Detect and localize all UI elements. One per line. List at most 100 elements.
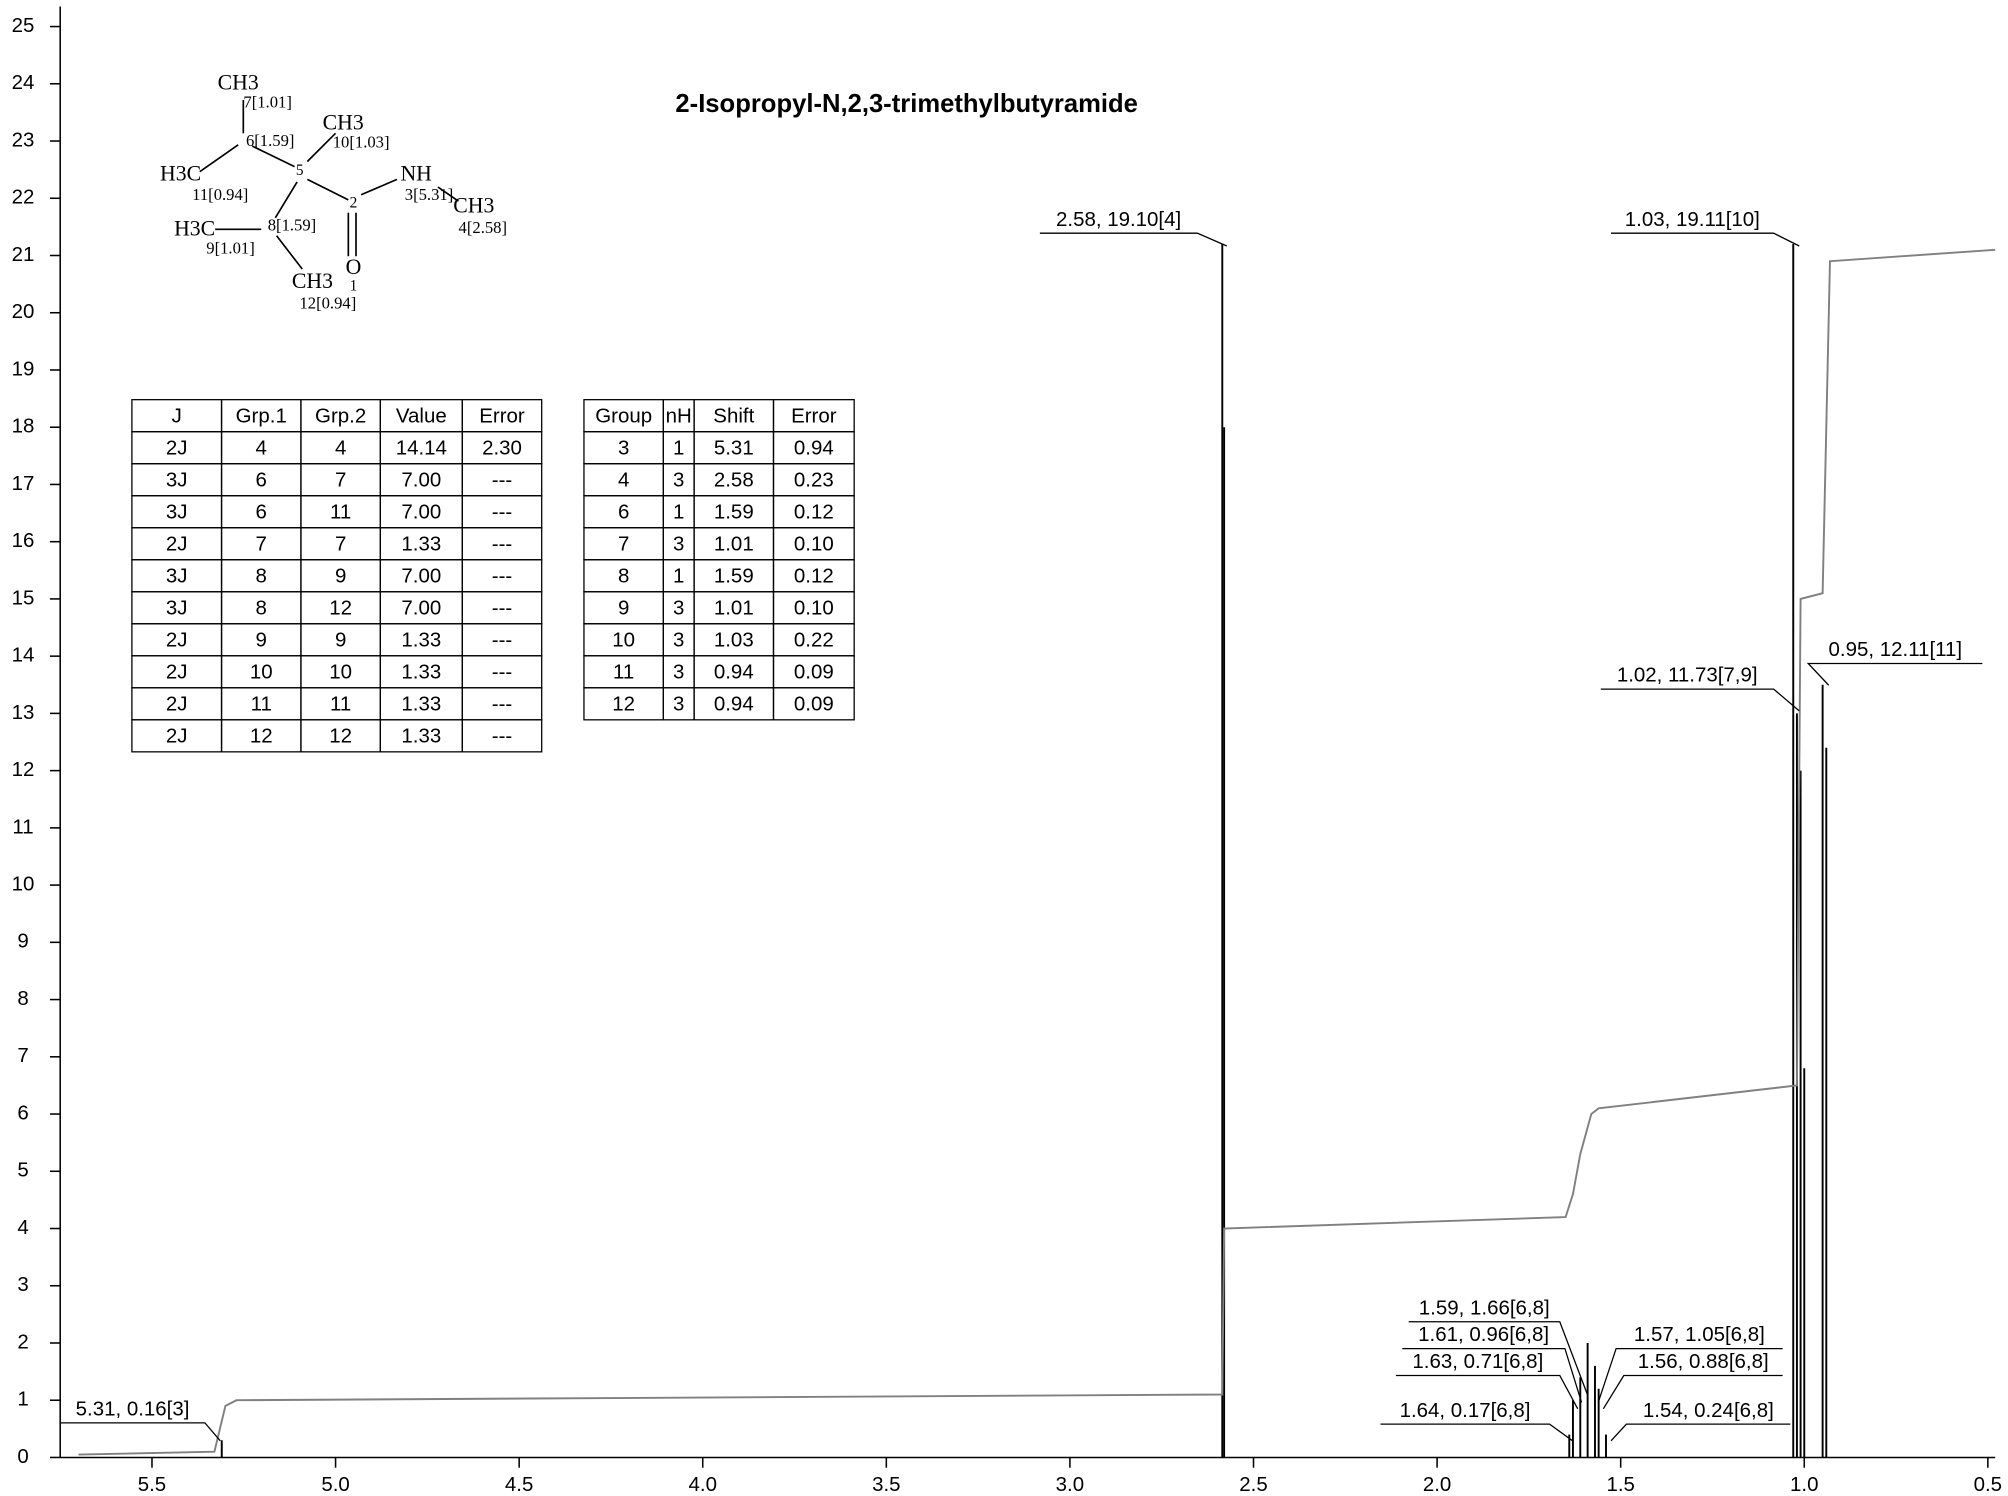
annotation-leader xyxy=(60,1422,221,1442)
table-cell-text: 12 xyxy=(329,725,352,748)
y-tick-label: 1 xyxy=(17,1388,28,1411)
table-cell-text: 12 xyxy=(250,725,273,748)
table-cell-text: 4 xyxy=(618,468,629,491)
table-cell-text: 9 xyxy=(335,564,346,587)
annotation: 5.31, 0.16[3] xyxy=(76,1397,190,1420)
table-cell-text: 2J xyxy=(166,660,188,683)
table-cell-text: 1 xyxy=(673,564,684,587)
table-cell-text: --- xyxy=(492,628,512,651)
annotation: 1.64, 0.17[6,8] xyxy=(1400,1399,1531,1422)
table-cell-text: 8 xyxy=(618,564,629,587)
table-cell-text: 10 xyxy=(612,628,635,651)
annotation-leader xyxy=(1600,688,1800,712)
y-tick-label: 7 xyxy=(17,1044,28,1067)
annotation-leader xyxy=(1402,1347,1583,1403)
annotation-leader xyxy=(1395,1374,1579,1410)
structure-bonds xyxy=(199,100,459,270)
table-cell-text: 7 xyxy=(256,532,267,555)
table-cell-text: 7.00 xyxy=(401,564,441,587)
table-cell-text: 3 xyxy=(673,693,684,716)
table-cell-text: 1.33 xyxy=(401,660,441,683)
table-header: Grp.1 xyxy=(236,404,287,427)
table-header: Group xyxy=(595,404,652,427)
annotation: 1.54, 0.24[6,8] xyxy=(1643,1399,1774,1422)
table-cell-text: 1.03 xyxy=(714,628,754,651)
table-cell-text: 9 xyxy=(618,596,629,619)
table-cell-text: 0.10 xyxy=(794,596,834,619)
table-cell-text: 0.94 xyxy=(714,660,754,683)
table-cell-text: 8 xyxy=(256,564,267,587)
y-tick-label: 20 xyxy=(12,300,35,323)
table-cell-text: 6 xyxy=(256,500,267,523)
y-tick-label: 6 xyxy=(17,1101,28,1124)
table-cell-text: 3 xyxy=(673,596,684,619)
x-tick-label: 3.0 xyxy=(1056,1473,1084,1496)
table-cell-text: 3 xyxy=(673,468,684,491)
y-tick-label: 22 xyxy=(12,186,35,209)
annotation: 1.61, 0.96[6,8] xyxy=(1418,1323,1549,1346)
atom-label: 8[1.59] xyxy=(268,216,316,235)
table-cell-text: 1.01 xyxy=(714,596,754,619)
table-cell-text: 3J xyxy=(166,564,188,587)
table-cell-text: 3J xyxy=(166,500,188,523)
x-tick-label: 5.0 xyxy=(321,1473,349,1496)
annotation-leader xyxy=(1408,1321,1589,1397)
atom-label: H3C xyxy=(174,217,215,241)
table-cell-text: 3J xyxy=(166,468,188,491)
table-cell-text: --- xyxy=(492,564,512,587)
annotation: 1.59, 1.66[6,8] xyxy=(1419,1296,1550,1319)
table-cell-text: 1 xyxy=(673,500,684,523)
table-cell-text: 1.33 xyxy=(401,532,441,555)
x-tick-label: 5.5 xyxy=(138,1473,166,1496)
table-cell-text: --- xyxy=(492,532,512,555)
table-cell-text: 0.09 xyxy=(794,693,834,716)
annotation-leader xyxy=(1597,1347,1783,1403)
atom-label: 10[1.03] xyxy=(333,132,390,151)
table-cell-text: 3 xyxy=(618,436,629,459)
table-cell-text: 7 xyxy=(618,532,629,555)
annotation: 2.58, 19.10[4] xyxy=(1056,208,1181,231)
table-cell-text: 0.09 xyxy=(794,660,834,683)
table-cell-text: 7.00 xyxy=(401,468,441,491)
table-cell-text: 5.31 xyxy=(714,436,754,459)
table-cell-text: --- xyxy=(492,468,512,491)
table-cell-text: 2J xyxy=(166,693,188,716)
x-tick-label: 4.0 xyxy=(689,1473,717,1496)
table-cell-text: 11 xyxy=(330,693,351,716)
table-cell-text: 11 xyxy=(251,693,272,716)
y-tick-label: 8 xyxy=(17,987,28,1010)
annotation: 1.56, 0.88[6,8] xyxy=(1638,1350,1769,1373)
y-tick-label: 3 xyxy=(17,1273,28,1296)
table-cell-text: 9 xyxy=(256,628,267,651)
table-cell-text: 0.22 xyxy=(794,628,834,651)
table-header: Value xyxy=(396,404,447,427)
atom-label: CH3 xyxy=(218,71,259,95)
table-cell-text: 0.94 xyxy=(714,693,754,716)
atom-label: 3[5.31] xyxy=(405,185,453,204)
y-tick-label: 10 xyxy=(12,873,35,896)
annotation-leader xyxy=(1610,1423,1791,1442)
atom-label: 5 xyxy=(296,162,304,179)
x-tick-label: 4.5 xyxy=(505,1473,533,1496)
table-cell-text: 2.58 xyxy=(714,468,754,491)
annotation: 1.02, 11.73[7,9] xyxy=(1617,664,1758,687)
table-cell-text: --- xyxy=(492,725,512,748)
y-tick-label: 17 xyxy=(12,472,35,495)
table-cell-text: 1 xyxy=(673,436,684,459)
table-cell-text: 2J xyxy=(166,725,188,748)
table-cell-text: 11 xyxy=(330,500,351,523)
y-tick-label: 4 xyxy=(17,1216,28,1239)
x-tick-label: 2.5 xyxy=(1239,1473,1267,1496)
table-cell-text: --- xyxy=(492,660,512,683)
y-tick-label: 9 xyxy=(17,930,28,953)
table-cell-text: 2.30 xyxy=(482,436,522,459)
annotation: 1.57, 1.05[6,8] xyxy=(1634,1323,1765,1346)
atom-label: 9[1.01] xyxy=(206,239,254,258)
table-cell-text: 3J xyxy=(166,596,188,619)
x-tick-label: 1.5 xyxy=(1606,1473,1634,1496)
table-cell-text: 8 xyxy=(256,596,267,619)
y-tick-label: 14 xyxy=(12,644,35,667)
table-cell-text: 4 xyxy=(256,436,267,459)
table-cell-text: 12 xyxy=(329,596,352,619)
